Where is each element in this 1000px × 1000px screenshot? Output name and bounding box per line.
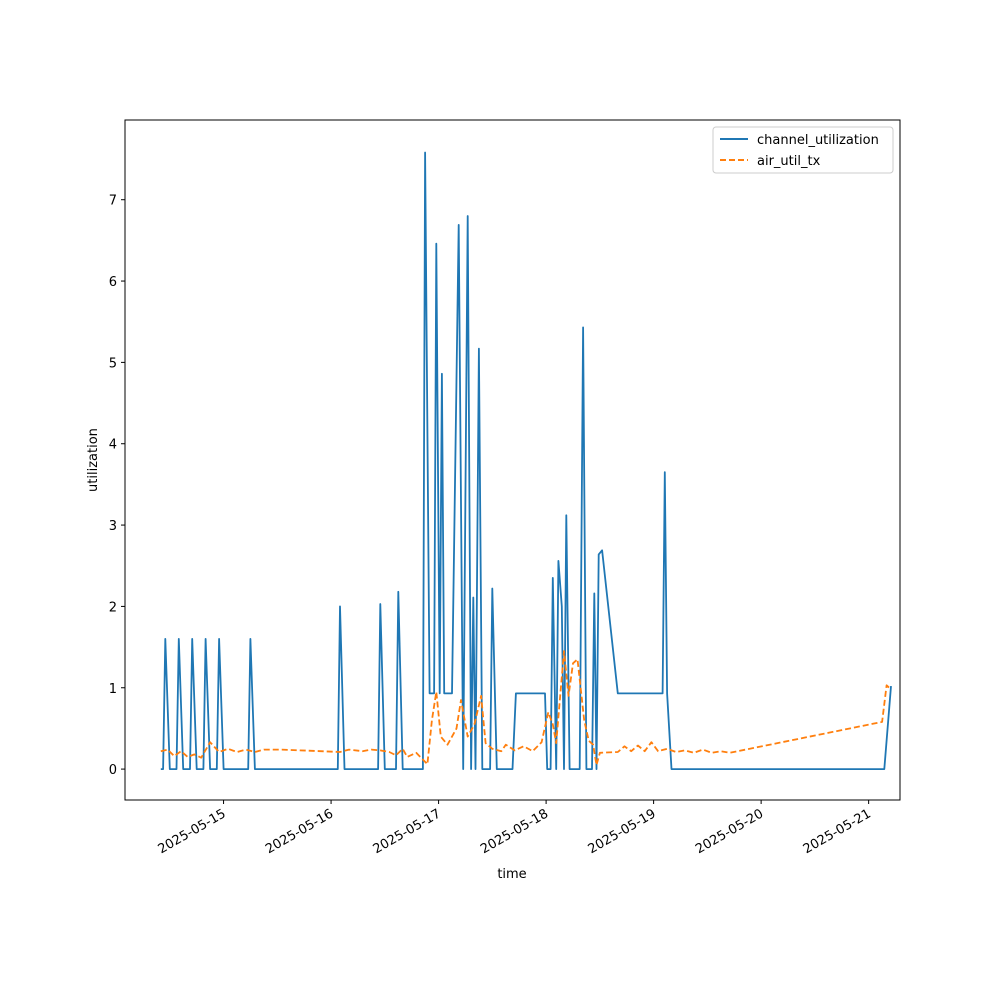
y-tick-label: 1 — [109, 682, 117, 697]
y-tick-label: 3 — [109, 519, 117, 534]
legend-label-channel-utilization: channel_utilization — [757, 133, 879, 148]
series-line-channel-utilization — [160, 151, 892, 770]
y-tick-label: 0 — [109, 763, 117, 778]
y-tick-label: 7 — [109, 194, 117, 209]
y-tick-label: 5 — [109, 356, 117, 371]
y-axis-label: utilization — [86, 428, 101, 492]
y-tick-label: 6 — [109, 275, 117, 290]
y-tick-label: 4 — [109, 438, 117, 453]
series-line-air-util-tx — [160, 650, 892, 766]
x-axis-label: time — [497, 867, 526, 882]
series-layer — [160, 151, 892, 770]
legend: channel_utilization air_util_tx — [712, 126, 894, 174]
legend-label-air-util-tx: air_util_tx — [757, 154, 821, 169]
plot-frame — [124, 119, 901, 801]
y-axis: 0 1 2 3 4 5 6 7 — [109, 194, 125, 778]
legend-box — [712, 126, 894, 174]
y-tick-label: 2 — [109, 600, 117, 615]
